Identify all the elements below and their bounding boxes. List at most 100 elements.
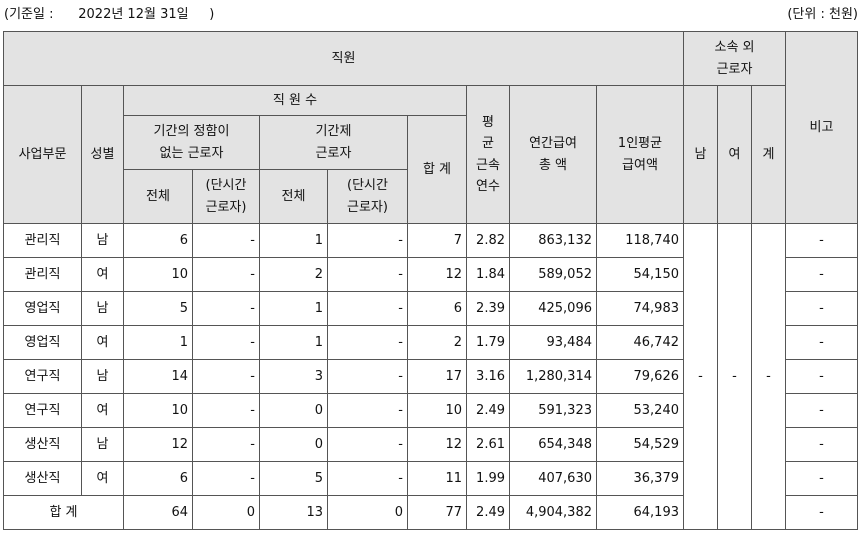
contract-part-time-cell: - bbox=[327, 393, 408, 428]
permanent-total-cell: 6 bbox=[123, 461, 193, 496]
gender-cell: 여 bbox=[81, 257, 124, 292]
permanent-total-cell: 12 bbox=[123, 427, 193, 462]
annual-pay-cell: 407,630 bbox=[509, 461, 597, 496]
avg-pay-cell: 74,983 bbox=[596, 291, 684, 326]
avg-tenure-cell: 1.84 bbox=[466, 257, 510, 292]
avg-tenure-cell: 1.79 bbox=[466, 325, 510, 360]
table-row: 생산직 남 12-0-12 2.61 654,348 54,529- bbox=[3, 427, 858, 462]
annual-pay-cell: 589,052 bbox=[509, 257, 597, 292]
permanent-workers-header: 기간의 정함이 없는 근로자 bbox=[123, 115, 260, 170]
avg-tenure-cell: 2.82 bbox=[466, 223, 510, 258]
avg-pay-cell: 53,240 bbox=[596, 393, 684, 428]
contract-part-time-cell: - bbox=[327, 359, 408, 394]
sum-cell: 17 bbox=[407, 359, 467, 394]
contract-total-cell: 0 bbox=[259, 427, 328, 462]
table-row: 생산직 여 6-5-11 1.99 407,630 36,379- bbox=[3, 461, 858, 496]
annual-pay-cell: 93,484 bbox=[509, 325, 597, 360]
avg-tenure-cell: 3.16 bbox=[466, 359, 510, 394]
table-row: 관리직 여 10-2-12 1.84 589,052 54,150- bbox=[3, 257, 858, 292]
table-row: 관리직 남 6-1-7 2.82 863,132 118,740- - - - bbox=[3, 223, 858, 530]
contract-part-time-cell: - bbox=[327, 223, 408, 258]
total-permanent-total-cell: 64 bbox=[123, 495, 193, 530]
external-total-cell: - bbox=[751, 223, 786, 530]
avg-pay-cell: 54,150 bbox=[596, 257, 684, 292]
contract-total-cell: 1 bbox=[259, 223, 328, 258]
avg-tenure-cell: 2.39 bbox=[466, 291, 510, 326]
avg-pay-cell: 36,379 bbox=[596, 461, 684, 496]
external-male-header: 남 bbox=[683, 85, 718, 224]
contract-part-time-cell: - bbox=[327, 291, 408, 326]
external-female-header: 여 bbox=[717, 85, 752, 224]
division-cell: 생산직 bbox=[3, 461, 82, 496]
division-cell: 영업직 bbox=[3, 291, 82, 326]
avg-tenure-cell: 1.99 bbox=[466, 461, 510, 496]
report-header: (기준일 : 2022년 12월 31일 ) (단위 : 천원) bbox=[0, 0, 864, 26]
sum-cell: 12 bbox=[407, 257, 467, 292]
division-header: 사업부문 bbox=[3, 85, 82, 224]
sum-header: 합 계 bbox=[407, 115, 467, 224]
total-row: 합 계 64 0 13 0 77 2.49 4,904,382 64,193- bbox=[3, 495, 858, 530]
remarks-cell: - bbox=[785, 359, 858, 394]
permanent-total-cell: 5 bbox=[123, 291, 193, 326]
annual-pay-cell: 1,280,314 bbox=[509, 359, 597, 394]
permanent-part-time-cell: - bbox=[192, 325, 260, 360]
sum-cell: 6 bbox=[407, 291, 467, 326]
avg-tenure-header: 평 균 근속 연수 bbox=[466, 85, 510, 224]
basis-date: (기준일 : 2022년 12월 31일 ) bbox=[4, 7, 215, 22]
external-male-cell: - bbox=[683, 223, 718, 530]
sum-cell: 7 bbox=[407, 223, 467, 258]
gender-cell: 남 bbox=[81, 291, 124, 326]
permanent-total-cell: 14 bbox=[123, 359, 193, 394]
table-row: 연구직 여 10-0-10 2.49 591,323 53,240- bbox=[3, 393, 858, 428]
permanent-part-time-cell: - bbox=[192, 291, 260, 326]
permanent-part-time-cell: - bbox=[192, 359, 260, 394]
external-workers-header: 소속 외 근로자 bbox=[683, 31, 786, 86]
total-avg-tenure-cell: 2.49 bbox=[466, 495, 510, 530]
total-contract-total-cell: 13 bbox=[259, 495, 328, 530]
sum-cell: 10 bbox=[407, 393, 467, 428]
division-cell: 연구직 bbox=[3, 359, 82, 394]
gender-cell: 여 bbox=[81, 325, 124, 360]
headcount-header: 직 원 수 bbox=[123, 85, 467, 116]
total-label-cell: 합 계 bbox=[3, 495, 124, 530]
contract-total-cell: 1 bbox=[259, 325, 328, 360]
contract-total-cell: 3 bbox=[259, 359, 328, 394]
employees-header: 직원 bbox=[3, 31, 684, 86]
sum-cell: 2 bbox=[407, 325, 467, 360]
contract-part-time-cell: - bbox=[327, 461, 408, 496]
sum-cell: 11 bbox=[407, 461, 467, 496]
table-row: 연구직 남 14-3-17 3.16 1,280,314 79,626- bbox=[3, 359, 858, 394]
permanent-total-cell: 6 bbox=[123, 223, 193, 258]
permanent-part-time-cell: - bbox=[192, 257, 260, 292]
avg-pay-cell: 46,742 bbox=[596, 325, 684, 360]
avg-tenure-cell: 2.61 bbox=[466, 427, 510, 462]
gender-cell: 여 bbox=[81, 461, 124, 496]
avg-pay-header: 1인평균 급여액 bbox=[596, 85, 684, 224]
contract-part-time-cell: - bbox=[327, 325, 408, 360]
external-total-header: 계 bbox=[751, 85, 786, 224]
division-cell: 관리직 bbox=[3, 257, 82, 292]
annual-pay-cell: 863,132 bbox=[509, 223, 597, 258]
total-avg-pay-cell: 64,193 bbox=[596, 495, 684, 530]
permanent-part-time-cell: - bbox=[192, 461, 260, 496]
avg-pay-cell: 54,529 bbox=[596, 427, 684, 462]
gender-cell: 남 bbox=[81, 223, 124, 258]
annual-pay-cell: 654,348 bbox=[509, 427, 597, 462]
contract-part-time-cell: - bbox=[327, 427, 408, 462]
annual-pay-header: 연간급여 총 액 bbox=[509, 85, 597, 224]
employee-status-table: 직원 소속 외 근로자 비고 사업부문 성별 직 원 수 평 균 근속 연수 연간급여 총… bbox=[3, 31, 858, 530]
unit-label: (단위 : 천원) bbox=[787, 7, 858, 22]
gender-cell: 여 bbox=[81, 393, 124, 428]
division-cell: 생산직 bbox=[3, 427, 82, 462]
total-sum-cell: 77 bbox=[407, 495, 467, 530]
contract-part-time-cell: - bbox=[327, 257, 408, 292]
permanent-total-cell: 10 bbox=[123, 257, 193, 292]
contract-workers-header: 기간제 근로자 bbox=[259, 115, 408, 170]
remarks-cell: - bbox=[785, 393, 858, 428]
remarks-cell: - bbox=[785, 427, 858, 462]
permanent-part-time-cell: - bbox=[192, 427, 260, 462]
avg-pay-cell: 79,626 bbox=[596, 359, 684, 394]
permanent-part-time-cell: - bbox=[192, 393, 260, 428]
contract-total-cell: 0 bbox=[259, 393, 328, 428]
contract-total-header: 전체 bbox=[259, 169, 328, 224]
